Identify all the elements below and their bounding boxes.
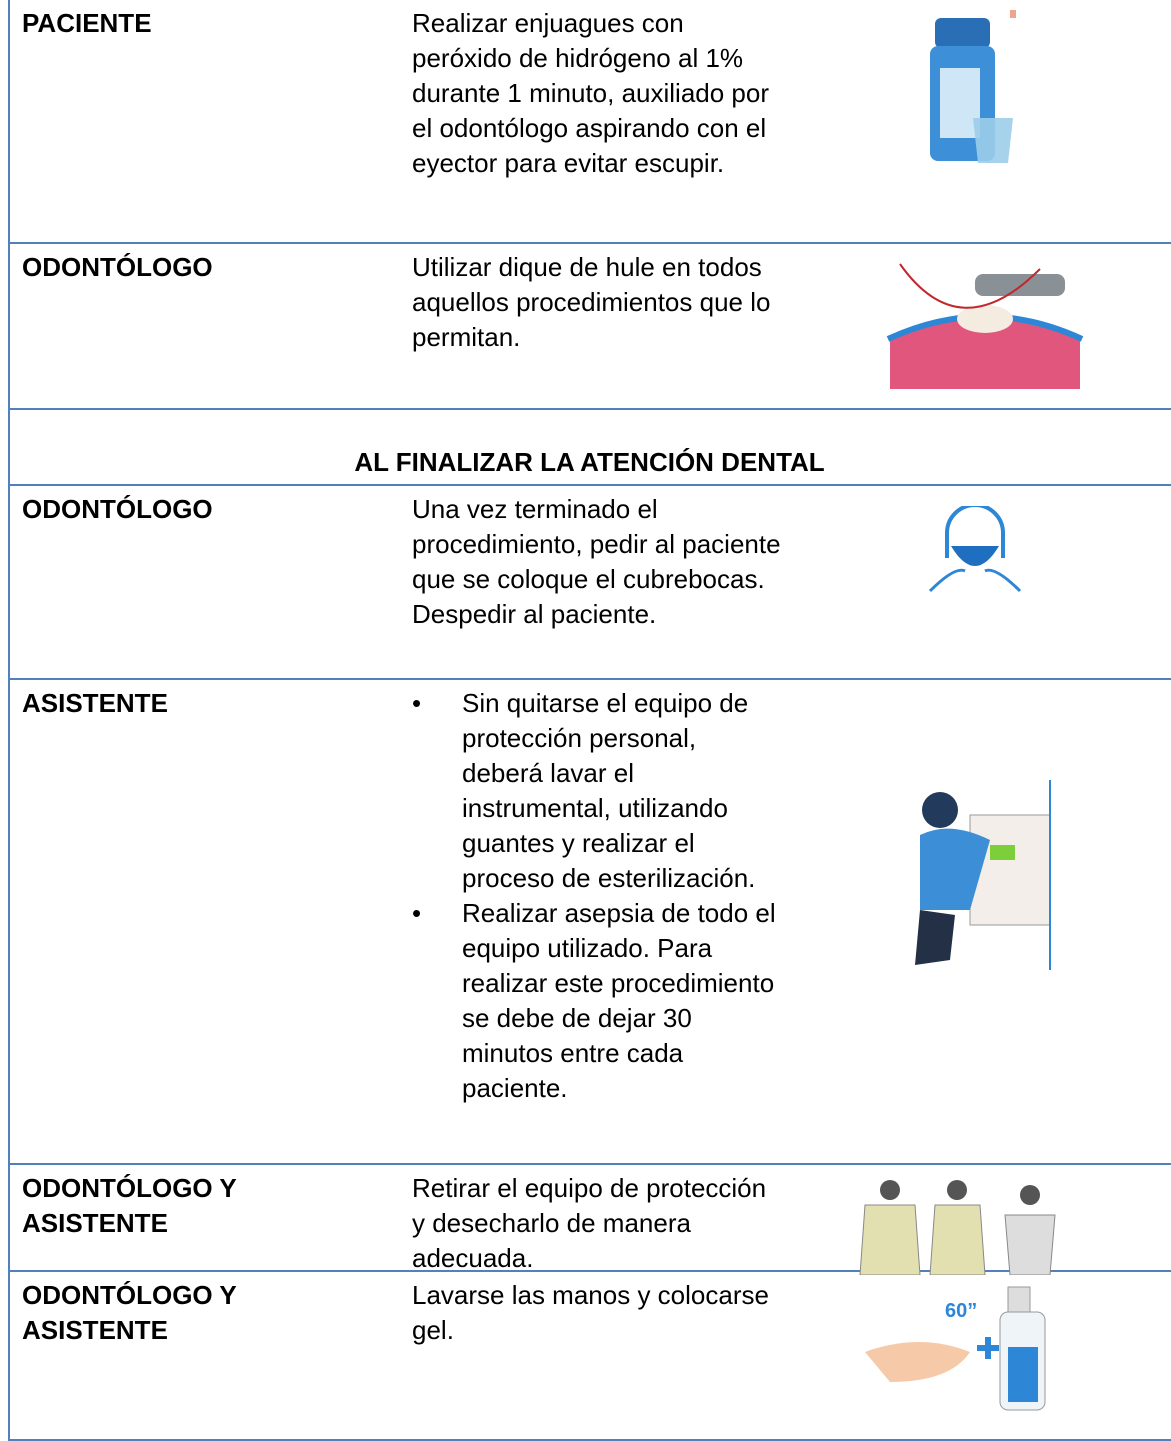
role-cell: ASISTENTE	[22, 688, 168, 718]
paragraph: Utilizar dique de hule en todos aquellos…	[412, 252, 771, 352]
description-cell: Lavarse las manos y colocarse gel.	[412, 1278, 784, 1348]
bullet-item: Sin quitarse el equipo de protección per…	[412, 686, 784, 896]
role-cell: ODONTÓLOGO	[22, 252, 213, 282]
table-row: ODONTÓLOGO Y ASISTENTE Lavarse las manos …	[8, 1272, 1171, 1441]
description-cell: Sin quitarse el equipo de protección per…	[412, 686, 784, 1106]
table-row: ODONTÓLOGO Y ASISTENTE Retirar el equipo …	[8, 1165, 1171, 1276]
table-row: ODONTÓLOGO Utilizar dique de hule en todo…	[8, 244, 1171, 410]
paragraph: Realizar enjuagues con peróxido de hidró…	[412, 8, 770, 178]
role-cell: PACIENTE	[22, 8, 152, 38]
role-cell: ODONTÓLOGO Y ASISTENTE	[22, 1173, 237, 1238]
description-cell: Retirar el equipo de protección y desech…	[412, 1171, 784, 1276]
illustration	[855, 1175, 1065, 1280]
bullet-item: Realizar asepsia de todo el equipo utili…	[412, 896, 784, 1106]
paragraph: Retirar el equipo de protección y desech…	[412, 1173, 767, 1273]
description-cell: Utilizar dique de hule en todos aquellos…	[412, 250, 784, 355]
table-row: AL FINALIZAR LA ATENCIÓN DENTAL	[8, 410, 1171, 486]
illustration	[910, 780, 1060, 975]
table-row: ODONTÓLOGO Una vez terminado el procedimi…	[8, 486, 1171, 680]
paragraph: Una vez terminado el procedimiento, pedi…	[412, 494, 781, 594]
illustration	[925, 503, 1025, 601]
illustration	[880, 259, 1090, 394]
description-cell: Realizar enjuagues con peróxido de hidró…	[412, 6, 784, 181]
paragraph: Lavarse las manos y colocarse gel.	[412, 1280, 769, 1345]
paragraph: Despedir al paciente.	[412, 599, 657, 629]
illustration: 60”	[860, 1282, 1070, 1417]
role-cell: ODONTÓLOGO	[22, 494, 213, 524]
table-row: ASISTENTE Sin quitarse el equipo de prote…	[8, 680, 1171, 1165]
bullet-list: Sin quitarse el equipo de protección per…	[412, 686, 784, 1106]
table-row: PACIENTE Realizar enjuagues con peróxido …	[8, 0, 1171, 244]
svg-text:60”: 60”	[945, 1300, 977, 1322]
table-border	[8, 0, 10, 1441]
role-cell: ODONTÓLOGO Y ASISTENTE	[22, 1280, 237, 1345]
description-cell: Una vez terminado el procedimiento, pedi…	[412, 492, 784, 632]
illustration	[925, 8, 1035, 173]
section-heading: AL FINALIZAR LA ATENCIÓN DENTAL	[354, 447, 825, 477]
